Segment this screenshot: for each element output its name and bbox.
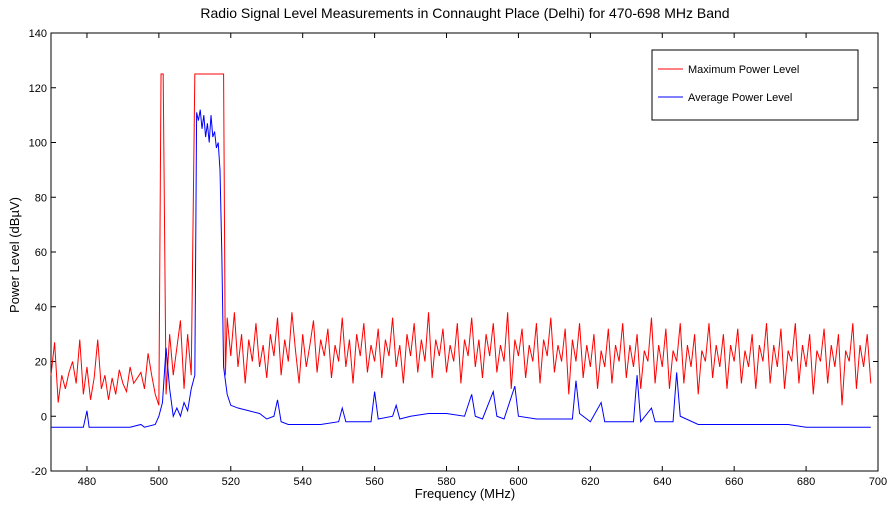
legend-box: [651, 49, 859, 121]
x-axis-title: Frequency (MHz): [415, 486, 515, 501]
y-tick-label: 140: [29, 28, 47, 40]
x-tick-label: 540: [294, 476, 312, 488]
x-tick-label: 660: [725, 476, 743, 488]
x-tick-label: 520: [222, 476, 240, 488]
y-tick-label: 120: [29, 83, 47, 95]
y-axis-title: Power Level (dBµV): [7, 197, 22, 313]
x-tick-label: 560: [365, 476, 383, 488]
chart-title: Radio Signal Level Measurements in Conna…: [200, 5, 729, 21]
series-line-average-power: [51, 109, 871, 428]
legend-label-avg: Average Power Level: [688, 92, 792, 104]
y-tick-label: 80: [35, 192, 47, 204]
x-tick-label: 620: [581, 476, 599, 488]
y-tick-label: -20: [31, 466, 47, 478]
x-tick-label: 480: [78, 476, 96, 488]
ticks-layer: 480 500 520 540 560 580 600 620 640 660 680 700 -20 0…: [29, 28, 888, 488]
legend-label-max: Maximum Power Level: [688, 64, 799, 76]
x-tick-label: 640: [653, 476, 671, 488]
y-tick-label: 20: [35, 357, 47, 369]
x-tick-label: 600: [509, 476, 527, 488]
series-layer: [50, 73, 872, 428]
x-tick-label: 680: [797, 476, 815, 488]
y-tick-label: 100: [29, 138, 47, 150]
y-tick-label: 40: [35, 302, 47, 314]
series-line-maximum-power: [50, 73, 872, 406]
x-tick-label: 500: [150, 476, 168, 488]
legend: Maximum Power Level Average Power Level: [651, 49, 859, 121]
x-tick-label: 700: [869, 476, 887, 488]
x-tick-label: 580: [437, 476, 455, 488]
y-tick-label: 0: [41, 411, 47, 423]
y-tick-label: 60: [35, 247, 47, 259]
